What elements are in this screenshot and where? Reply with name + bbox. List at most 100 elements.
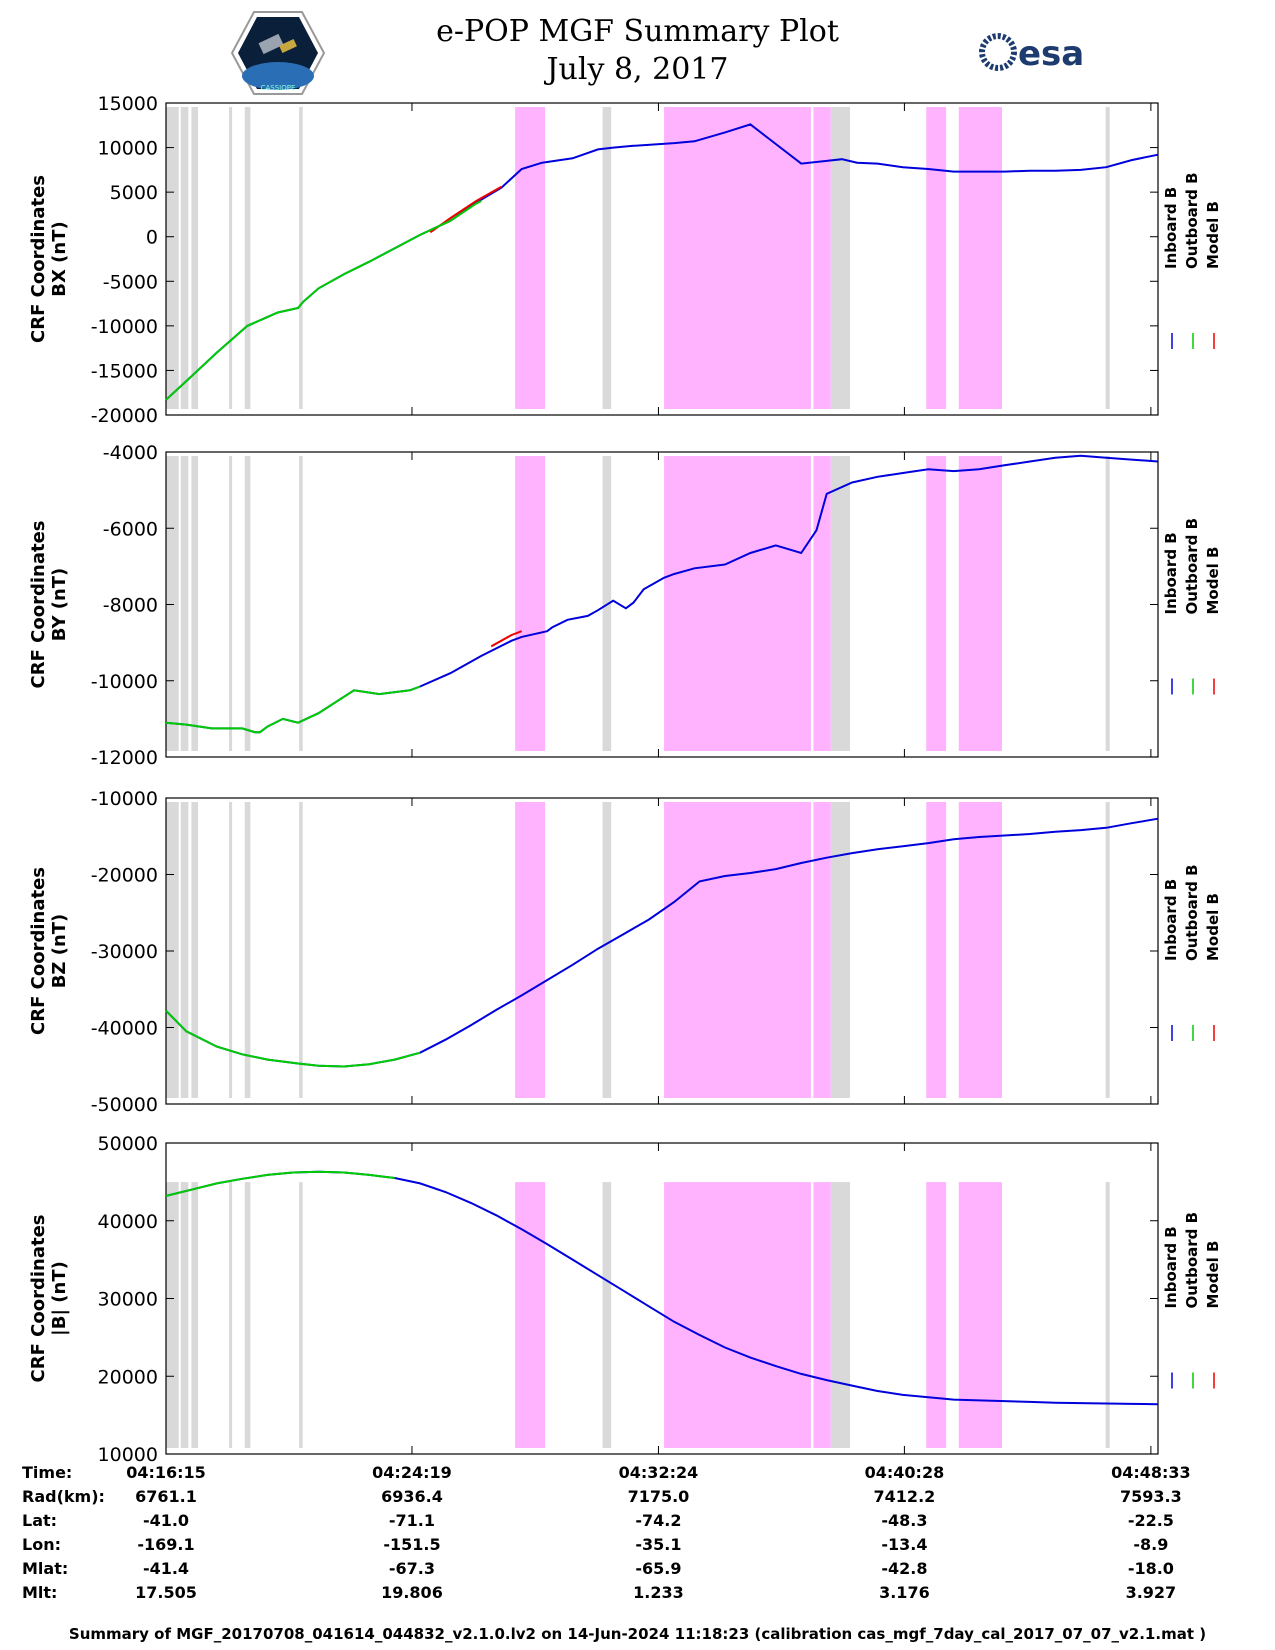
legend-entry: Model B [1204, 893, 1222, 961]
series-line-inboard-b [165, 123, 1159, 401]
ephemeris-value: -35.1 [635, 1535, 681, 1554]
ephemeris-value: -42.8 [881, 1559, 927, 1578]
y-axis-label-line1: CRF Coordinates [28, 867, 49, 1035]
y-tick-label: -10000 [91, 316, 158, 338]
gray-band [166, 107, 179, 409]
pink-band [926, 107, 947, 409]
legend-entry: Inboard B [1162, 879, 1180, 961]
series-line-inboard-b [165, 817, 1159, 1068]
legend-entry: Outboard B [1183, 864, 1201, 961]
gray-band [1105, 107, 1110, 409]
y-axis-label: CRF CoordinatesBX (nT) [28, 175, 70, 343]
y-tick-label: 40000 [98, 1211, 158, 1233]
gray-band [299, 1182, 303, 1448]
y-tick-label: -4000 [103, 442, 158, 464]
ephemeris-label: Lat: [22, 1511, 57, 1530]
esa-logo-icon: esa [979, 33, 1084, 74]
gray-band [229, 1182, 233, 1448]
y-axis-label-line1: CRF Coordinates [28, 1215, 49, 1383]
y-tick-label: -12000 [91, 747, 158, 769]
ephemeris-value: 04:48:33 [1111, 1463, 1191, 1482]
gray-band [180, 1182, 189, 1448]
y-tick-label: -5000 [103, 271, 158, 293]
pink-band [926, 1182, 947, 1448]
y-tick-label: -6000 [103, 518, 158, 540]
plot-frame [165, 1142, 1159, 1455]
gray-band [166, 1182, 179, 1448]
gray-band [602, 802, 612, 1098]
ephemeris-value: -18.0 [1128, 1559, 1174, 1578]
plot-date: July 8, 2017 [546, 52, 729, 87]
plot-title: e-POP MGF Summary Plot [436, 14, 839, 49]
ephemeris-value: 04:16:15 [126, 1463, 206, 1482]
series-line-model-b [490, 630, 523, 648]
ephemeris-value: -67.3 [389, 1559, 435, 1578]
gray-band [244, 107, 251, 409]
pink-band [515, 456, 546, 751]
ephemeris-value: 6936.4 [381, 1487, 443, 1506]
gray-band [191, 1182, 199, 1448]
ephemeris-value: 1.233 [633, 1583, 684, 1602]
y-tick-label: 30000 [98, 1289, 158, 1311]
gray-band [180, 107, 189, 409]
ephemeris-value: 04:24:19 [372, 1463, 452, 1482]
y-tick-label: 50000 [98, 1133, 158, 1155]
ephemeris-value: -65.9 [635, 1559, 681, 1578]
legend-entry: Model B [1204, 201, 1222, 269]
legend-entry: Inboard B [1162, 187, 1180, 269]
ephemeris-value: -22.5 [1128, 1511, 1174, 1530]
ephemeris-value: 04:32:24 [619, 1463, 699, 1482]
pink-band [515, 1182, 546, 1448]
ephemeris-value: 19.806 [381, 1583, 443, 1602]
legend-entry: Inboard B [1162, 1226, 1180, 1308]
y-tick-label: 5000 [110, 182, 158, 204]
panel-1: -4000 -6000 -8000 -10000 -12000 CRF Coordinat… [28, 442, 1222, 769]
pink-band [515, 802, 546, 1098]
cassiope-logo-icon: CASSIOPE [230, 11, 326, 95]
ephemeris-label: Time: [22, 1463, 72, 1482]
legend-entry: Model B [1204, 547, 1222, 615]
ephemeris-value: 7593.3 [1120, 1487, 1182, 1506]
pink-band [813, 1182, 831, 1448]
ephemeris-value: 17.505 [135, 1583, 197, 1602]
legend-entry: Outboard B [1183, 1212, 1201, 1309]
y-tick-label: 10000 [98, 1444, 158, 1466]
ephemeris-value: 7175.0 [628, 1487, 690, 1506]
ephemeris-value: -71.1 [389, 1511, 435, 1530]
gray-band [180, 802, 189, 1098]
ephemeris-value: 04:40:28 [865, 1463, 945, 1482]
panel-2: -10000 -20000 -30000 -40000 -50000 CRF Coordi… [28, 788, 1222, 1116]
gray-band [244, 802, 251, 1098]
y-axis-label-line1: CRF Coordinates [28, 521, 49, 689]
pink-band [958, 1182, 1002, 1448]
pink-band [813, 802, 831, 1098]
pink-band [958, 456, 1002, 751]
ephemeris-value: -169.1 [137, 1535, 194, 1554]
ephemeris-value: -8.9 [1133, 1535, 1168, 1554]
ephemeris-label: Mlat: [22, 1559, 68, 1578]
pink-band [926, 456, 947, 751]
y-tick-label: 10000 [98, 138, 158, 160]
pink-band [958, 107, 1002, 409]
panel-0: 15000 10000 5000 0 -5000 -10000 -15000 -20000 CR… [28, 93, 1222, 427]
y-tick-label: -30000 [91, 941, 158, 963]
gray-band [229, 456, 233, 751]
ephemeris-label: Lon: [22, 1535, 61, 1554]
gray-band [191, 802, 199, 1098]
ephemeris-value: -151.5 [383, 1535, 440, 1554]
gray-band [244, 456, 251, 751]
ephemeris-value: -74.2 [635, 1511, 681, 1530]
series-line-inboard-b [165, 454, 1159, 734]
pink-band [664, 456, 811, 751]
gray-band [191, 456, 199, 751]
series-line-outboard-b [165, 1170, 395, 1197]
pink-band [813, 456, 831, 751]
gray-band [830, 107, 851, 409]
y-axis-label-line2: BY (nT) [49, 568, 70, 642]
ephemeris-label: Rad(km): [22, 1487, 105, 1506]
y-tick-label: -20000 [91, 865, 158, 887]
gray-band [1105, 1182, 1110, 1448]
gray-band [830, 456, 851, 751]
series-line-outboard-b [165, 1009, 421, 1068]
y-tick-label: 20000 [98, 1366, 158, 1388]
